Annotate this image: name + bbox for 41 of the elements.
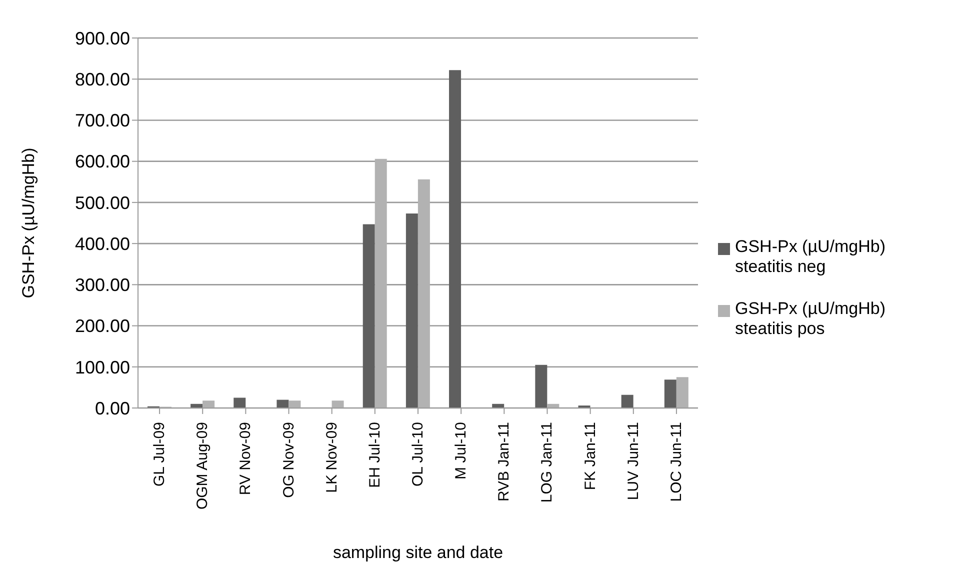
x-tick-label: RVB Jan-11: [496, 422, 513, 502]
y-tick-label: 700.00: [74, 110, 130, 131]
bar: [406, 214, 418, 408]
x-tick-label: LOG Jan-11: [538, 422, 556, 503]
x-axis-title: sampling site and date: [332, 543, 504, 562]
bar: [276, 400, 289, 408]
y-tick-label: 0.00: [94, 398, 130, 418]
legend-label: GSH-Px (µU/mgHb) steatitis neg: [735, 237, 887, 277]
bar: [535, 364, 548, 408]
bar: [374, 158, 387, 408]
bar: [621, 394, 634, 408]
bar: [234, 398, 246, 408]
x-tick-label: LOC Jun-11: [668, 422, 685, 502]
x-tick-label: GL Jul-09: [151, 422, 168, 486]
x-tick-label: M Jul-10: [452, 422, 470, 480]
bar: [288, 400, 301, 408]
y-tick-label: 400.00: [74, 234, 130, 254]
bar: [676, 377, 688, 408]
bar: [202, 400, 215, 408]
x-tick-label: RV Nov-09: [237, 422, 254, 496]
bar: [449, 70, 462, 408]
y-tick-label: 200.00: [74, 316, 130, 336]
y-tick-label: 600.00: [74, 152, 130, 172]
y-tick-label: 300.00: [74, 275, 130, 296]
legend-label: GSH-Px (µU/mgHb) steatitis pos: [735, 299, 887, 339]
x-tick-label: LUV Jun-11: [624, 422, 642, 500]
bar: [418, 179, 430, 408]
bar: [664, 380, 676, 408]
x-tick-label: FK Jan-11: [582, 422, 599, 490]
y-tick-label: 100.00: [74, 357, 130, 378]
x-tick-label: EH Jul-10: [366, 422, 384, 488]
y-tick-label: 500.00: [74, 192, 130, 213]
y-tick-label: 900.00: [74, 28, 130, 48]
x-tick-label: OG Nov-09: [280, 422, 298, 498]
x-tick-label: OL Jul-10: [410, 422, 426, 486]
x-tick-label: OGM Aug-09: [194, 422, 212, 510]
bar: [332, 400, 344, 408]
y-tick-label: 800.00: [74, 70, 130, 90]
x-tick-label: LK Nov-09: [323, 422, 340, 493]
y-axis-title: GSH-Px (µU/mgHb): [19, 148, 38, 298]
bar: [362, 224, 375, 408]
